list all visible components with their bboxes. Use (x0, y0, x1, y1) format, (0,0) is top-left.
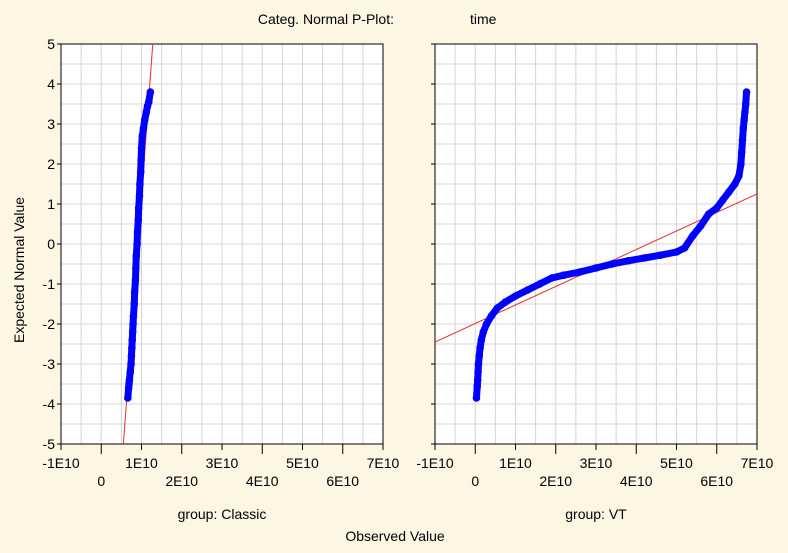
plot-content (435, 88, 757, 402)
x-tick-label: 0 (97, 473, 105, 489)
x-tick-label: -1E10 (42, 455, 80, 471)
chart-title: Categ. Normal P-Plot: (258, 11, 394, 27)
y-tick-label: 1 (47, 196, 55, 212)
y-tick-label: -5 (43, 436, 56, 452)
y-tick-label: 3 (47, 116, 55, 132)
plot-content (122, 44, 155, 444)
x-tick-label: 5E10 (660, 455, 693, 471)
x-tick-label: 6E10 (700, 473, 733, 489)
chart-panels: 5 4 3 2 1 0 -1 -2 -3 -4 -5 -1E10 1E10 3E10 5E10 7E10 0 2E… (42, 36, 773, 522)
x-tick-label: 1E10 (499, 455, 532, 471)
y-tick-label: 2 (47, 156, 55, 172)
panel-2: -1E10 1E10 3E10 5E10 7E10 0 2E10 4E10 6E10 group:… (416, 43, 774, 522)
x-tick-label: 6E10 (326, 473, 359, 489)
y-tick-label: 0 (47, 236, 55, 252)
data-point-band (145, 88, 154, 106)
x-tick-label: 1E10 (125, 455, 158, 471)
x-tick-label: 4E10 (246, 473, 279, 489)
y-tick-label: -3 (43, 356, 56, 372)
x-tick-label: 3E10 (580, 455, 613, 471)
x-tick-label: 7E10 (367, 455, 400, 471)
chart-title-variable: time (470, 11, 497, 27)
y-tick-label: -1 (43, 276, 56, 292)
panel-label: group: VT (565, 506, 627, 522)
x-tick-label: 5E10 (286, 455, 319, 471)
x-tick-label: 3E10 (206, 455, 239, 471)
x-tick-label: 7E10 (741, 455, 774, 471)
panel-1: 5 4 3 2 1 0 -1 -2 -3 -4 -5 -1E10 1E10 3E10 5E10 7E10 0 2E… (42, 36, 399, 522)
y-tick-label: -4 (43, 396, 56, 412)
y-axis-title: Expected Normal Value (11, 197, 27, 343)
y-tick-label: 5 (47, 36, 55, 52)
x-tick-label: 4E10 (620, 473, 653, 489)
x-tick-label: 2E10 (165, 473, 198, 489)
x-axis-title: Observed Value (345, 528, 445, 544)
x-tick-label: -1E10 (416, 455, 454, 471)
x-tick-label: 2E10 (539, 473, 572, 489)
y-tick-label: -2 (43, 316, 56, 332)
y-tick-label: 4 (47, 76, 55, 92)
data-point-band (742, 88, 751, 108)
x-tick-label: 0 (471, 473, 479, 489)
panel-label: group: Classic (178, 506, 267, 522)
